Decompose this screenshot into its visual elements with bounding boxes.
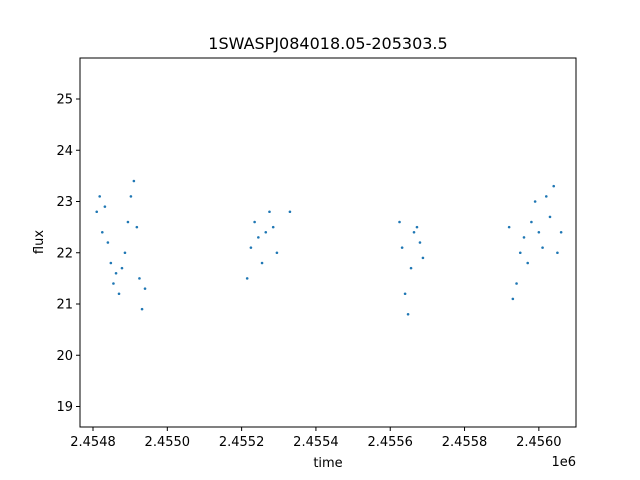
- data-point: [398, 220, 401, 224]
- data-point: [544, 195, 548, 198]
- data-point: [412, 230, 416, 234]
- x-tick-label: 2.4558: [442, 435, 488, 450]
- data-point: [548, 215, 552, 219]
- data-point: [120, 266, 124, 270]
- data-point: [109, 261, 113, 265]
- data-point: [103, 205, 107, 208]
- x-tick-label: 2.4554: [293, 435, 339, 450]
- data-point: [409, 266, 413, 270]
- data-point: [515, 282, 518, 285]
- data-point: [271, 225, 275, 229]
- data-point: [533, 200, 537, 203]
- data-point: [132, 179, 136, 183]
- data-points-layer: [95, 179, 563, 316]
- data-point: [415, 225, 419, 229]
- chart-title: 1SWASPJ084018.05-205303.5: [208, 34, 447, 53]
- data-point: [268, 210, 271, 214]
- data-point: [264, 230, 268, 234]
- data-point: [112, 282, 115, 285]
- data-point: [541, 246, 544, 249]
- y-tick-label: 20: [56, 349, 73, 364]
- data-point: [95, 210, 99, 214]
- data-point: [106, 241, 110, 244]
- data-point: [98, 195, 101, 198]
- data-point: [123, 251, 127, 255]
- data-point: [260, 261, 264, 265]
- y-tick-label: 21: [56, 298, 73, 313]
- data-point: [418, 241, 422, 244]
- data-point: [126, 220, 130, 224]
- x-tick-label: 2.4560: [516, 435, 562, 450]
- x-tick-label: 2.4556: [367, 435, 413, 450]
- data-point: [421, 256, 425, 260]
- data-point: [140, 307, 144, 311]
- y-tick-label: 24: [56, 144, 73, 159]
- data-point: [249, 246, 253, 249]
- data-point: [117, 292, 121, 296]
- data-point: [537, 230, 541, 234]
- data-point: [559, 230, 563, 234]
- data-point: [245, 277, 249, 280]
- y-tick-label: 19: [56, 400, 73, 415]
- x-axis: 2.4548 2.4550 2.4552 2.4554 2.4556 2.4558 2.45…: [70, 427, 562, 450]
- data-point: [518, 251, 522, 255]
- data-point: [138, 277, 141, 280]
- data-point: [522, 236, 526, 239]
- data-point: [556, 251, 559, 255]
- data-point: [403, 292, 407, 296]
- data-point: [406, 312, 410, 316]
- data-point: [530, 220, 533, 224]
- data-point: [135, 225, 139, 229]
- data-point: [257, 236, 260, 239]
- x-axis-label: time: [313, 456, 342, 471]
- y-axis: 19 20 21 22 23 24 25: [56, 93, 80, 415]
- y-axis-label: flux: [32, 230, 47, 254]
- x-axis-offset-label: 1e6: [551, 455, 576, 470]
- y-tick-label: 25: [56, 93, 73, 108]
- data-point: [526, 261, 529, 265]
- data-point: [143, 287, 147, 290]
- x-tick-label: 2.4550: [145, 435, 191, 450]
- data-point: [114, 271, 118, 275]
- data-point: [275, 251, 279, 255]
- plot-frame: [79, 57, 577, 428]
- data-point: [507, 225, 511, 229]
- y-tick-label: 22: [56, 246, 73, 261]
- data-point: [253, 220, 256, 224]
- data-point: [288, 210, 292, 214]
- data-point: [511, 297, 515, 301]
- data-point: [100, 230, 104, 234]
- y-tick-label: 23: [56, 195, 73, 210]
- data-point: [552, 184, 556, 188]
- x-tick-label: 2.4552: [219, 435, 265, 450]
- data-point: [400, 246, 404, 249]
- data-point: [129, 195, 133, 198]
- x-tick-label: 2.4548: [70, 435, 116, 450]
